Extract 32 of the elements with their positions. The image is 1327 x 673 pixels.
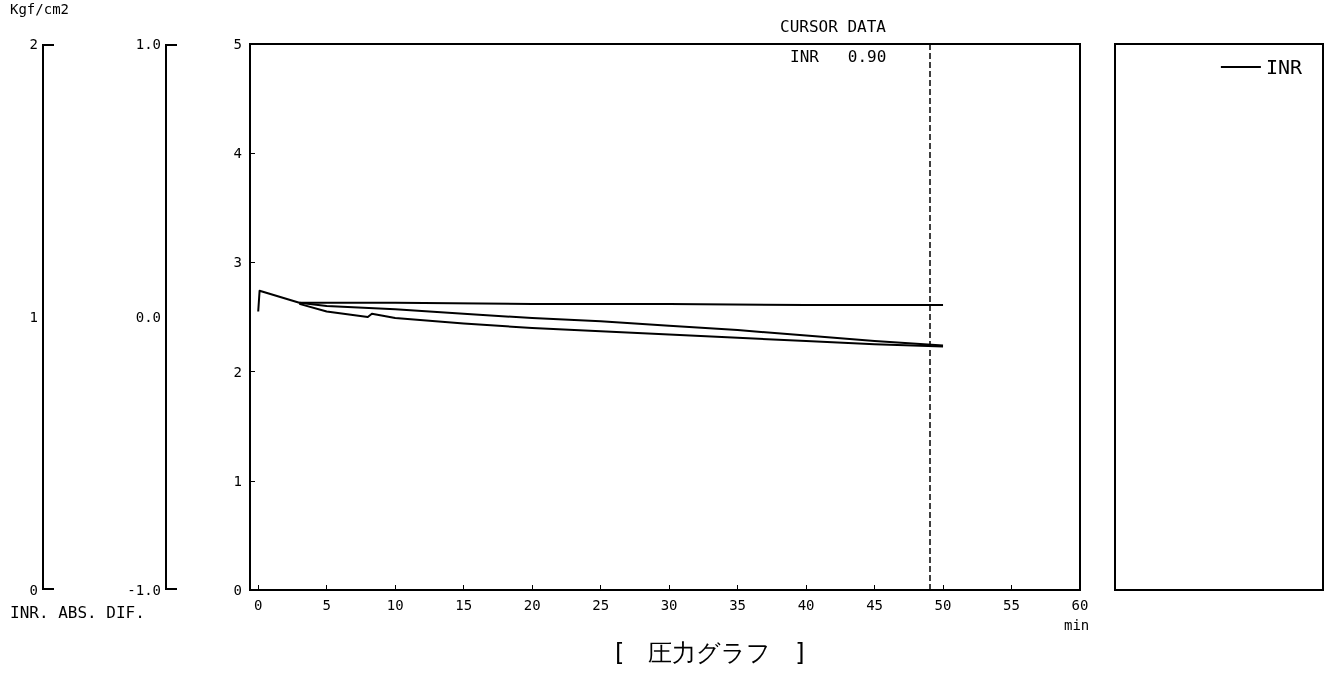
- x-tick-label: 55: [1003, 597, 1020, 613]
- text: [ 圧力グラフ ]: [615, 639, 805, 667]
- x-tick-label: 25: [592, 597, 610, 613]
- text: 1.0: [135, 35, 161, 53]
- x-tick-label: 35: [729, 597, 747, 613]
- x-tick-label: 60: [1071, 597, 1089, 613]
- y-tick-label: 1: [233, 472, 242, 489]
- x-tick-label: 10: [386, 597, 404, 613]
- x-tick-label: 30: [660, 597, 678, 613]
- text: 0.0: [135, 308, 161, 326]
- y-tick-label: 0: [233, 582, 242, 598]
- x-axis-title: min: [1064, 617, 1090, 633]
- text: 1: [29, 308, 38, 326]
- y-tick-label: 5: [233, 36, 242, 52]
- text: INR. ABS. DIF.: [10, 602, 145, 622]
- x-tick-label: 0: [254, 597, 263, 613]
- y-tick-label: 2: [233, 363, 242, 380]
- x-tick-label: 5: [322, 597, 331, 613]
- x-tick-label: 40: [797, 597, 815, 613]
- text: 0: [29, 581, 38, 599]
- y-axis-title: Kgf/cm2: [10, 1, 70, 17]
- x-tick-label: 45: [866, 597, 883, 613]
- text: CURSOR DATA: [780, 16, 887, 36]
- y-tick-label: 3: [233, 254, 242, 271]
- text: -1.0: [127, 581, 161, 599]
- x-tick-label: 50: [934, 597, 952, 613]
- text: 2: [29, 35, 38, 53]
- y-tick-label: 4: [233, 145, 242, 162]
- legend-label: INR: [1265, 55, 1303, 79]
- annotation: INR 0.90: [790, 46, 887, 66]
- x-tick-label: 20: [523, 597, 541, 613]
- x-tick-label: 15: [455, 597, 473, 613]
